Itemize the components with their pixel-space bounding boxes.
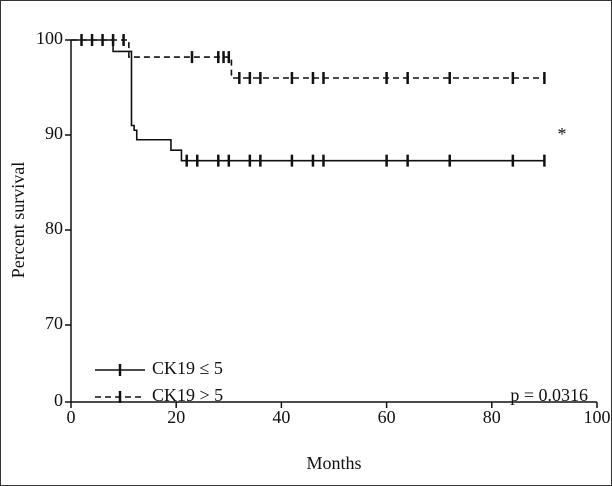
survival-curve — [71, 39, 545, 162]
y-tick-label: 100 — [36, 28, 63, 48]
x-tick-label: 80 — [483, 407, 501, 427]
x-tick-label: 60 — [378, 407, 396, 427]
y-tick-label: 90 — [45, 123, 63, 143]
y-axis-label: Percent survival — [8, 162, 28, 278]
y-tick-label: 0 — [54, 390, 63, 410]
y-tick-label: 70 — [45, 313, 63, 333]
annotation: p = 0.0316 — [510, 385, 588, 405]
x-tick-label: 20 — [167, 407, 185, 427]
x-axis-label: Months — [306, 453, 361, 473]
x-tick-label: 40 — [272, 407, 290, 427]
x-tick-label: 0 — [67, 407, 76, 427]
legend-label: CK19 > 5 — [152, 385, 223, 405]
x-tick-label: 100 — [584, 407, 611, 427]
y-tick-label: 80 — [45, 218, 63, 238]
survival-curve — [71, 39, 545, 79]
legend-label: CK19 ≤ 5 — [152, 358, 223, 378]
annotation: * — [558, 124, 567, 144]
